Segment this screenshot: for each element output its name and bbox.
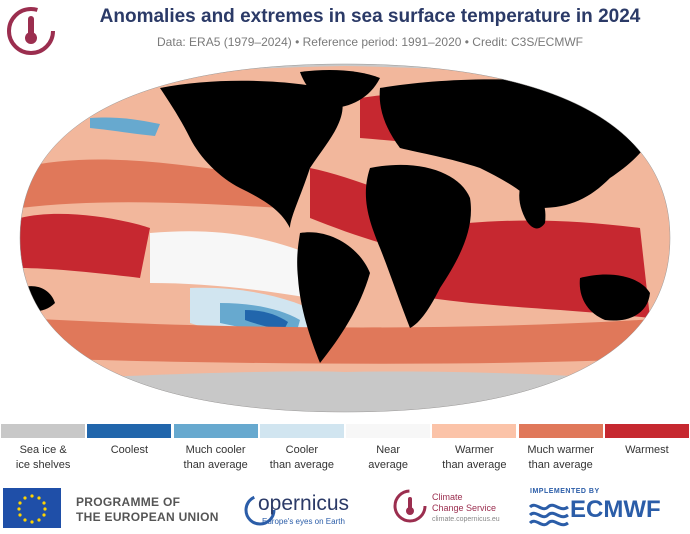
south-america [297, 232, 370, 363]
footer-logos: PROGRAMME OF THE EUROPEAN UNION opernicu… [0, 480, 690, 534]
globe-outline [19, 63, 671, 413]
legend-item: Much cooler than average [172, 424, 260, 473]
ecmwf-name: ECMWF [570, 496, 661, 523]
legend-swatch [87, 424, 172, 438]
legend-swatch [173, 424, 258, 438]
india [519, 187, 546, 229]
africa [365, 164, 471, 328]
legend-swatch [604, 424, 689, 438]
legend-label: Cooler than average [269, 444, 334, 471]
eu-flag-icon [3, 488, 61, 528]
legend-item: Much warmer than average [517, 424, 605, 473]
legend-swatch [518, 424, 603, 438]
antarctica-ice [20, 371, 670, 412]
near-average-east-pacific [150, 231, 320, 298]
legend-swatch [432, 424, 517, 438]
eu-programme-text: PROGRAMME OF THE EUROPEAN UNION [76, 495, 219, 524]
implemented-by-text: IMPLEMENTED BY [530, 488, 600, 495]
c3s-name: Climate Change Service [432, 492, 497, 513]
legend-label: Coolest [110, 444, 149, 456]
legend-label: Warmer than average [442, 444, 507, 471]
legend-item: Coolest [85, 424, 173, 458]
legend-item: Warmer than average [430, 424, 518, 473]
legend-label: Warmest [625, 444, 669, 456]
legend-swatch [346, 424, 431, 438]
page-subtitle: Data: ERA5 (1979–2024) • Reference perio… [157, 35, 583, 49]
legend-item: Cooler than average [258, 424, 346, 473]
legend-label: Near average [368, 444, 408, 471]
north-america [160, 80, 343, 228]
legend-swatch [259, 424, 344, 438]
legend-item: Sea ice & ice shelves [0, 424, 87, 473]
legend-item: Warmest [603, 424, 690, 458]
cool-north-pacific [90, 117, 160, 136]
ecmwf-wave-icon [528, 503, 569, 527]
page-title: Anomalies and extremes in sea surface te… [99, 6, 641, 27]
copernicus-logo-icon [244, 494, 276, 526]
europe-asia [379, 79, 657, 209]
color-legend: Sea ice & ice shelves Coolest Much cooler th… [0, 424, 690, 474]
copernicus-tagline: Europe's eyes on Earth [262, 517, 345, 526]
c3s-url: climate.copernicus.eu [432, 516, 500, 523]
warm-band-north-pacific [20, 159, 280, 208]
c3s-thermometer-logo [7, 7, 55, 55]
warmest-west-pacific [20, 213, 150, 278]
sst-anomaly-map [19, 63, 671, 413]
legend-label: Much cooler than average [183, 444, 248, 471]
greenland [300, 70, 380, 108]
copernicus-name: opernicus [258, 492, 350, 515]
legend-label: Sea ice & ice shelves [15, 444, 71, 471]
legend-label: Much warmer than average [527, 444, 594, 471]
coolest-south-pacific [245, 310, 288, 330]
australia [579, 274, 650, 321]
legend-item: Near average [344, 424, 432, 473]
warmer-southern-ocean [20, 318, 670, 364]
legend-swatch [1, 424, 86, 438]
c3s-logo-icon [393, 489, 427, 523]
